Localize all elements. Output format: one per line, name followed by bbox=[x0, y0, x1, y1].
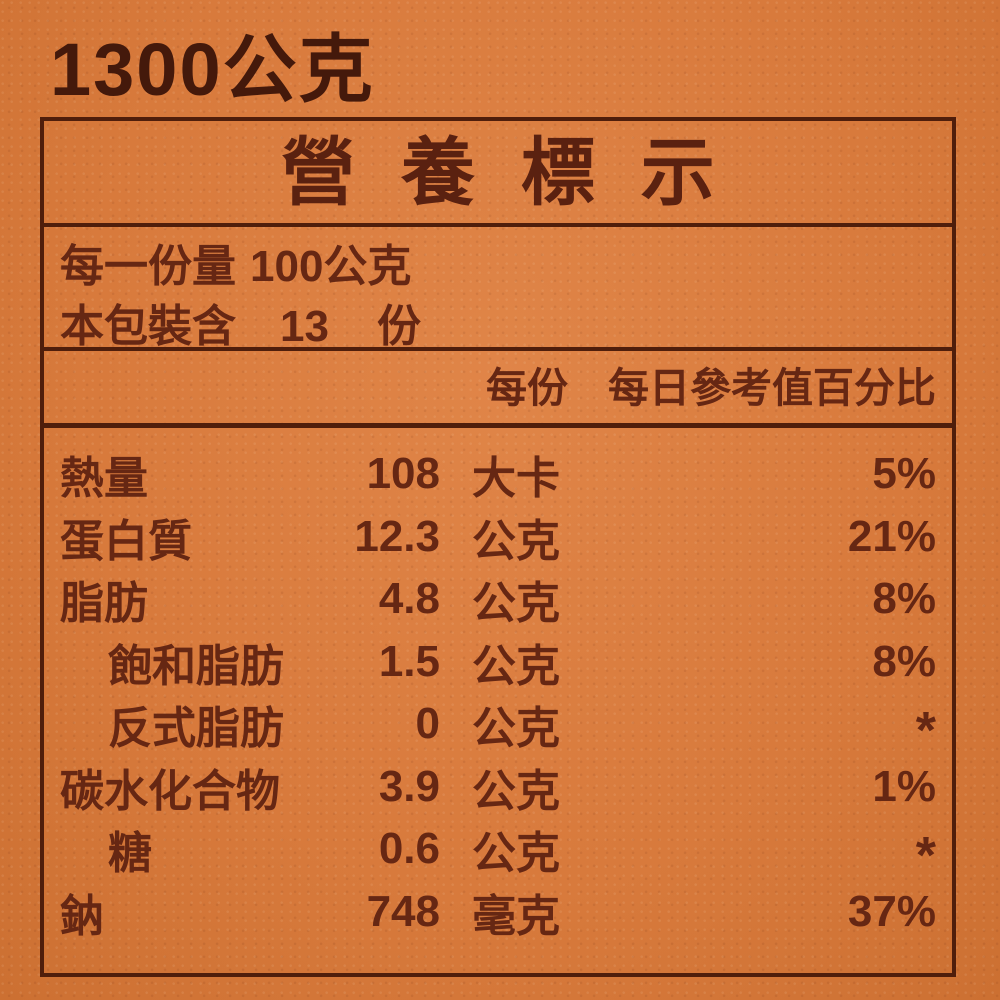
table-row: 糖 0.6 公克 * bbox=[60, 817, 936, 885]
table-row: 鈉 748 毫克 37% bbox=[60, 880, 936, 943]
nutrient-amount: 0 bbox=[415, 699, 440, 748]
nutrient-amount: 0.6 bbox=[378, 824, 440, 873]
net-weight-text: 1300公克 bbox=[50, 28, 375, 111]
servings-per-package-count: 13 bbox=[280, 302, 329, 351]
nutrient-unit: 毫克 bbox=[472, 891, 560, 941]
table-row: 熱量 108 大卡 5% bbox=[60, 442, 936, 505]
per-serving-column-header: 每份 bbox=[486, 365, 568, 411]
nutrient-daily-value: 8% bbox=[872, 636, 936, 686]
nutrient-name: 反式脂肪 bbox=[108, 704, 284, 753]
nutrient-amount: 1.5 bbox=[378, 636, 440, 686]
nutrient-daily-value: 1% bbox=[872, 761, 936, 811]
serving-size-line: 每一份量 100公克 bbox=[60, 239, 936, 299]
serving-info-section: 每一份量 100公克 本包裝含 13 份 bbox=[44, 227, 952, 351]
table-row: 反式脂肪 0 公克 * bbox=[60, 692, 936, 760]
nutrient-amount: 108 bbox=[366, 449, 440, 498]
nutrient-unit: 公克 bbox=[472, 641, 560, 691]
nutrient-unit: 公克 bbox=[472, 766, 560, 816]
servings-per-package-label: 本包裝含 bbox=[60, 302, 236, 351]
nutrient-name: 脂肪 bbox=[60, 579, 148, 628]
nutrient-name: 飽和脂肪 bbox=[108, 641, 284, 691]
serving-size-label: 每一份量 bbox=[60, 242, 236, 291]
table-row: 脂肪 4.8 公克 8% bbox=[60, 567, 936, 630]
nutrient-rows: 熱量 108 大卡 5% 蛋白質 12.3 公克 21% 脂肪 4.8 公克 8% 飽和脂肪 1.5 公克 8… bbox=[44, 428, 952, 973]
nutrient-daily-value: 8% bbox=[872, 574, 936, 623]
nutrition-facts-table: 營養標示 每一份量 100公克 本包裝含 13 份 每份 每日參考值百分比 熱量 108 大… bbox=[40, 117, 956, 977]
table-row: 碳水化合物 3.9 公克 1% bbox=[60, 755, 936, 818]
nutrient-unit: 公克 bbox=[472, 579, 560, 628]
nutrient-amount: 4.8 bbox=[378, 574, 440, 623]
nutrient-name: 碳水化合物 bbox=[60, 766, 280, 816]
nutrient-name: 熱量 bbox=[60, 454, 148, 503]
nutrient-daily-value: 37% bbox=[847, 886, 936, 936]
nutrient-amount: 12.3 bbox=[354, 511, 440, 561]
column-header-row: 每份 每日參考值百分比 bbox=[44, 351, 952, 428]
nutrient-unit: 公克 bbox=[472, 829, 560, 878]
nutrient-daily-value: * bbox=[915, 827, 936, 885]
servings-per-package-unit: 份 bbox=[376, 302, 421, 351]
nutrient-amount: 748 bbox=[366, 886, 440, 936]
nutrient-unit: 公克 bbox=[472, 516, 560, 566]
nutrient-daily-value: 5% bbox=[872, 449, 936, 498]
nutrition-title: 營養標示 bbox=[44, 121, 952, 227]
serving-size-value: 100公克 bbox=[250, 242, 412, 291]
servings-per-package-line: 本包裝含 13 份 bbox=[60, 299, 936, 359]
table-row: 飽和脂肪 1.5 公克 8% bbox=[60, 630, 936, 693]
nutrient-name: 鈉 bbox=[60, 891, 104, 941]
daily-value-column-header: 每日參考值百分比 bbox=[608, 365, 936, 411]
nutrient-amount: 3.9 bbox=[378, 761, 440, 811]
nutrient-name: 糖 bbox=[108, 829, 152, 878]
nutrient-daily-value: 21% bbox=[847, 511, 936, 561]
nutrient-unit: 大卡 bbox=[472, 454, 560, 503]
nutrient-unit: 公克 bbox=[472, 704, 560, 753]
nutrient-daily-value: * bbox=[915, 702, 936, 760]
nutrient-name: 蛋白質 bbox=[60, 516, 192, 566]
table-row: 蛋白質 12.3 公克 21% bbox=[60, 505, 936, 568]
